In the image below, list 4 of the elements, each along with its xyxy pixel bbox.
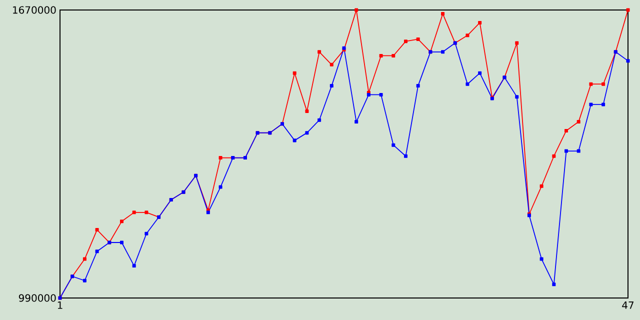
x-tick-label: 47 xyxy=(622,302,634,309)
x-tick-label: 1 xyxy=(58,302,62,309)
y-tick-label: 1670000 xyxy=(13,6,56,14)
y-tick-label: 990000 xyxy=(18,294,56,302)
